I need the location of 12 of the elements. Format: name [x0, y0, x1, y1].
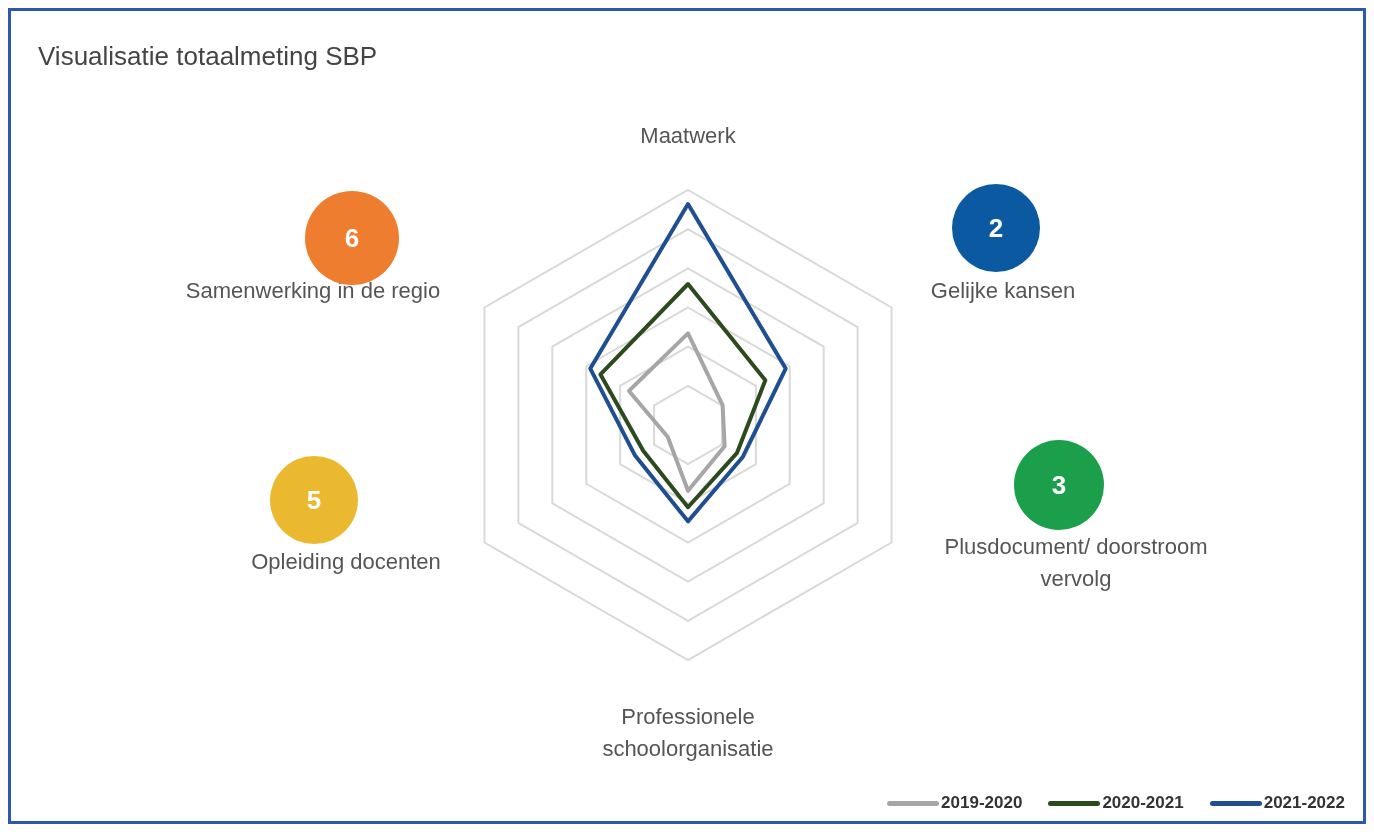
spoke-label: Gelijke kansen: [930, 277, 1076, 303]
spoke-label: Plusdocument/ doorstroom vervolg: [944, 533, 1208, 591]
spoke-label: Maatwerk: [640, 122, 737, 148]
spoke-label: Opleiding docenten: [251, 548, 441, 574]
number-badge: 3: [1014, 440, 1104, 530]
number-badge: 2: [952, 184, 1040, 272]
number-badge: 5: [270, 456, 358, 544]
legend-label: 2020-2021: [1102, 793, 1184, 813]
spoke-label: Professionele schoolorganisatie: [602, 703, 774, 761]
legend-label: 2019-2020: [941, 793, 1023, 813]
chart-title: Visualisatie totaalmeting SBP: [38, 41, 378, 72]
legend-label: 2021-2022: [1263, 793, 1345, 813]
